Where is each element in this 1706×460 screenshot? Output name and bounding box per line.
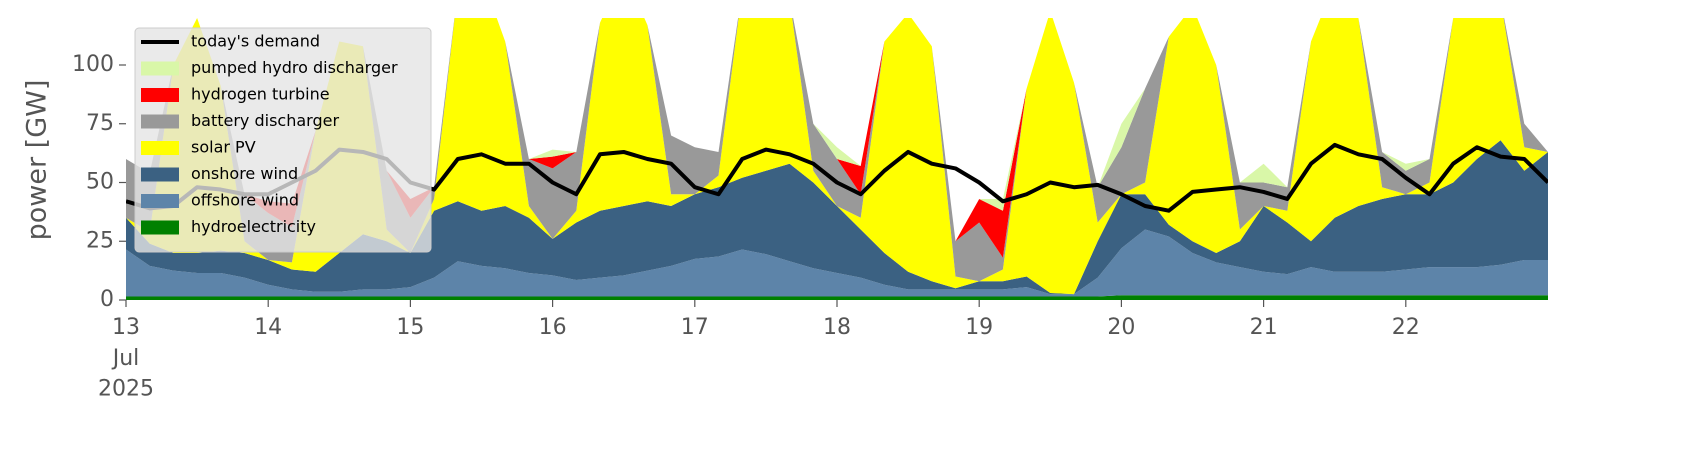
y-tick-label: 0 bbox=[100, 287, 114, 312]
x-tick-label: 16 bbox=[539, 315, 567, 340]
y-tick-label: 100 bbox=[72, 52, 114, 77]
legend-swatch bbox=[141, 167, 179, 182]
legend-swatch bbox=[141, 88, 179, 102]
x-tick-label: 21 bbox=[1250, 315, 1278, 340]
y-tick-label: 25 bbox=[86, 228, 114, 253]
legend-swatch bbox=[141, 220, 179, 235]
plot-area bbox=[126, 18, 1548, 300]
x-tick-label: 15 bbox=[396, 315, 424, 340]
legend-label: hydroelectricity bbox=[191, 217, 316, 236]
y-axis-label: power [GW] bbox=[22, 80, 53, 241]
x-tick-label: 18 bbox=[823, 315, 851, 340]
area bbox=[126, 18, 1548, 295]
legend-swatch bbox=[141, 141, 179, 155]
x-tick-label: 20 bbox=[1107, 315, 1135, 340]
x-tick-label: 19 bbox=[965, 315, 993, 340]
area bbox=[126, 18, 1548, 282]
legend-label: solar PV bbox=[191, 138, 256, 157]
legend-label: battery discharger bbox=[191, 111, 339, 130]
x-tick-label: 14 bbox=[254, 315, 282, 340]
area bbox=[126, 229, 1548, 297]
x-tick-label: 17 bbox=[681, 315, 709, 340]
legend-label: onshore wind bbox=[191, 164, 298, 183]
legend-swatch bbox=[141, 194, 179, 208]
y-tick-label: 50 bbox=[86, 170, 114, 195]
legend-swatch bbox=[141, 114, 179, 129]
legend-label: offshore wind bbox=[191, 191, 299, 210]
area bbox=[126, 295, 1548, 300]
x-tick-label: 13 Jul 2025 bbox=[98, 315, 154, 402]
y-tick-label: 75 bbox=[86, 111, 114, 136]
legend-label: hydrogen turbine bbox=[191, 85, 330, 104]
area bbox=[126, 140, 1548, 295]
legend-label: today's demand bbox=[191, 32, 320, 51]
x-tick-label: 22 bbox=[1392, 315, 1420, 340]
legend-label: pumped hydro discharger bbox=[191, 58, 398, 77]
legend-box bbox=[134, 27, 432, 253]
legend-swatch bbox=[141, 61, 179, 76]
